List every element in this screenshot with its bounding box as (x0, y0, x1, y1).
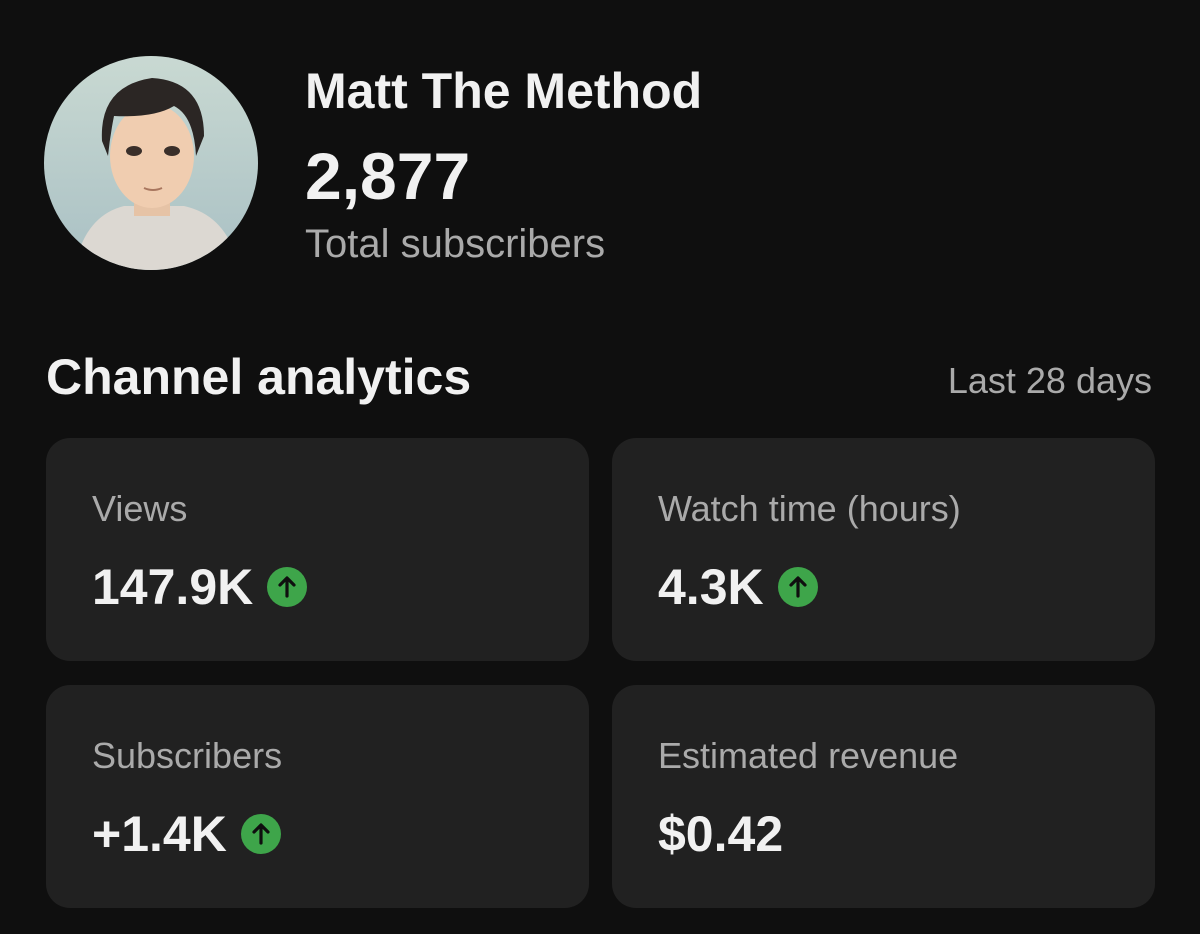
section-title: Channel analytics (46, 349, 472, 405)
metric-label: Views (92, 488, 188, 529)
trend-up-icon (240, 814, 281, 854)
metric-card[interactable]: Watch time (hours) 4.3K (612, 438, 1155, 661)
metric-label: Watch time (hours) (658, 488, 961, 529)
channel-avatar (44, 56, 258, 270)
trend-up-icon (777, 567, 818, 607)
metric-card[interactable]: Views 147.9K (46, 438, 589, 661)
metric-value: $0.42 (658, 806, 784, 862)
metric-label: Subscribers (92, 735, 283, 776)
metric-card[interactable]: Estimated revenue $0.42 (612, 685, 1155, 908)
metric-value: 147.9K (92, 559, 254, 615)
metric-row: +1.4K (92, 805, 281, 863)
metric-row: 147.9K (92, 558, 308, 616)
metric-value: 4.3K (658, 559, 764, 615)
metric-row: 4.3K (658, 558, 818, 616)
period-selector[interactable]: Last 28 days (947, 360, 1152, 401)
subscriber-caption: Total subscribers (305, 222, 606, 266)
channel-name: Matt The Method (305, 63, 703, 119)
metric-value: +1.4K (92, 806, 227, 862)
metric-label: Estimated revenue (658, 735, 959, 776)
trend-up-icon (267, 567, 308, 607)
metric-row: $0.42 (658, 805, 783, 863)
metric-card[interactable]: Subscribers +1.4K (46, 685, 589, 908)
subscriber-count: 2,877 (305, 139, 471, 213)
